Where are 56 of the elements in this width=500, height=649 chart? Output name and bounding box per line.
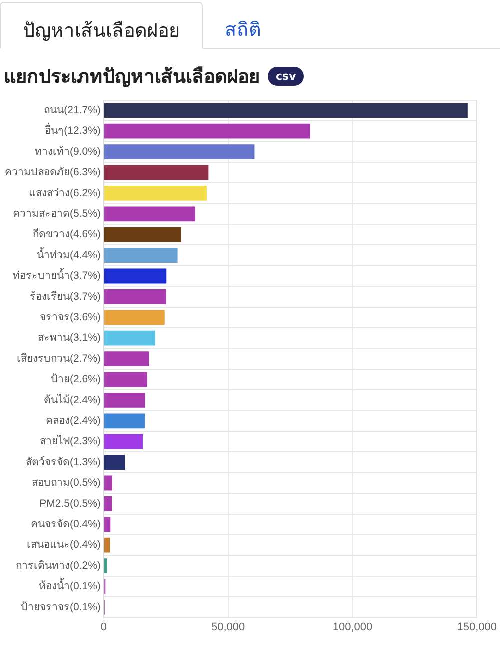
- y-tick-label: PM2.5(0.5%): [40, 498, 101, 510]
- bar: [104, 124, 310, 139]
- x-tick-label: 50,000: [211, 621, 246, 634]
- bar: [104, 290, 166, 304]
- y-tick-label: กีดขวาง(4.6%): [32, 228, 101, 241]
- x-tick-label: 100,000: [332, 621, 373, 634]
- y-tick-label: เสียงรบกวน(2.7%): [16, 352, 101, 365]
- y-tick-label: ห้องน้ำ(0.1%): [38, 578, 101, 593]
- bar: [104, 352, 150, 366]
- y-tick-label: สอบถาม(0.5%): [32, 477, 101, 490]
- y-tick-label: ความสะอาด(5.5%): [12, 208, 101, 220]
- bar: [104, 248, 178, 263]
- bar: [104, 393, 146, 408]
- y-tick-label: คนจรจัด(0.4%): [30, 518, 101, 531]
- x-tick-label: 150,000: [457, 621, 497, 634]
- bar: [104, 476, 112, 491]
- y-tick-label: จราจร(3.6%): [40, 312, 101, 324]
- bar: [104, 414, 145, 429]
- text: สถิติ: [224, 18, 262, 43]
- bar: [104, 103, 468, 118]
- y-tick-label: แสงสว่าง(6.2%): [28, 187, 101, 200]
- bar: [104, 434, 143, 450]
- y-tick-label: ทางเท้า(9.0%): [34, 146, 101, 158]
- y-tick-label: สะพาน(3.1%): [38, 332, 101, 344]
- y-tick-label: สัตว์จรจัด(1.3%): [26, 455, 101, 468]
- bar: [104, 310, 165, 326]
- y-tick-label: น้ำท่วม(4.4%): [36, 247, 101, 262]
- bar: [104, 227, 182, 242]
- y-tick-label: ต้นไม้(2.4%): [44, 393, 101, 406]
- y-tick-label: ถนน(21.7%): [44, 104, 101, 117]
- y-tick-label: ป้ายจราจร(0.1%): [20, 601, 101, 614]
- bar: [104, 144, 255, 160]
- y-tick-label: การเดินทาง(0.2%): [16, 560, 101, 572]
- y-tick-label: สายไฟ(2.3%): [40, 434, 101, 448]
- bar: [104, 165, 209, 180]
- bar: [104, 538, 110, 553]
- bar: [104, 206, 196, 222]
- bar: [104, 330, 156, 346]
- bar: [104, 268, 167, 284]
- chart-title: แยกประเภทปัญหาเส้นเลือดฝอย: [4, 65, 260, 90]
- y-tick-label: ป้าย(2.6%): [50, 374, 101, 386]
- y-tick-label: ท่อระบายน้ำ(3.7%): [12, 268, 101, 282]
- bar: [104, 186, 207, 201]
- bar: [104, 372, 148, 388]
- bar: [104, 455, 126, 470]
- y-tick-label: ความปลอดภัย(6.3%): [4, 166, 101, 179]
- y-tick-label: อื่นๆ(12.3%): [45, 123, 101, 138]
- bar: [104, 558, 108, 574]
- y-tick-label: คลอง(2.4%): [46, 415, 101, 428]
- y-tick-label: เสนอแนะ(0.4%): [26, 539, 101, 552]
- bar: [104, 496, 112, 512]
- bar: [104, 517, 111, 532]
- text: csv: [268, 66, 304, 86]
- y-tick-label: ร้องเรียน(3.7%): [30, 290, 101, 303]
- x-tick-label: 0: [100, 621, 107, 634]
- text: ปัญหาเส้นเลือดฝอย: [0, 2, 203, 49]
